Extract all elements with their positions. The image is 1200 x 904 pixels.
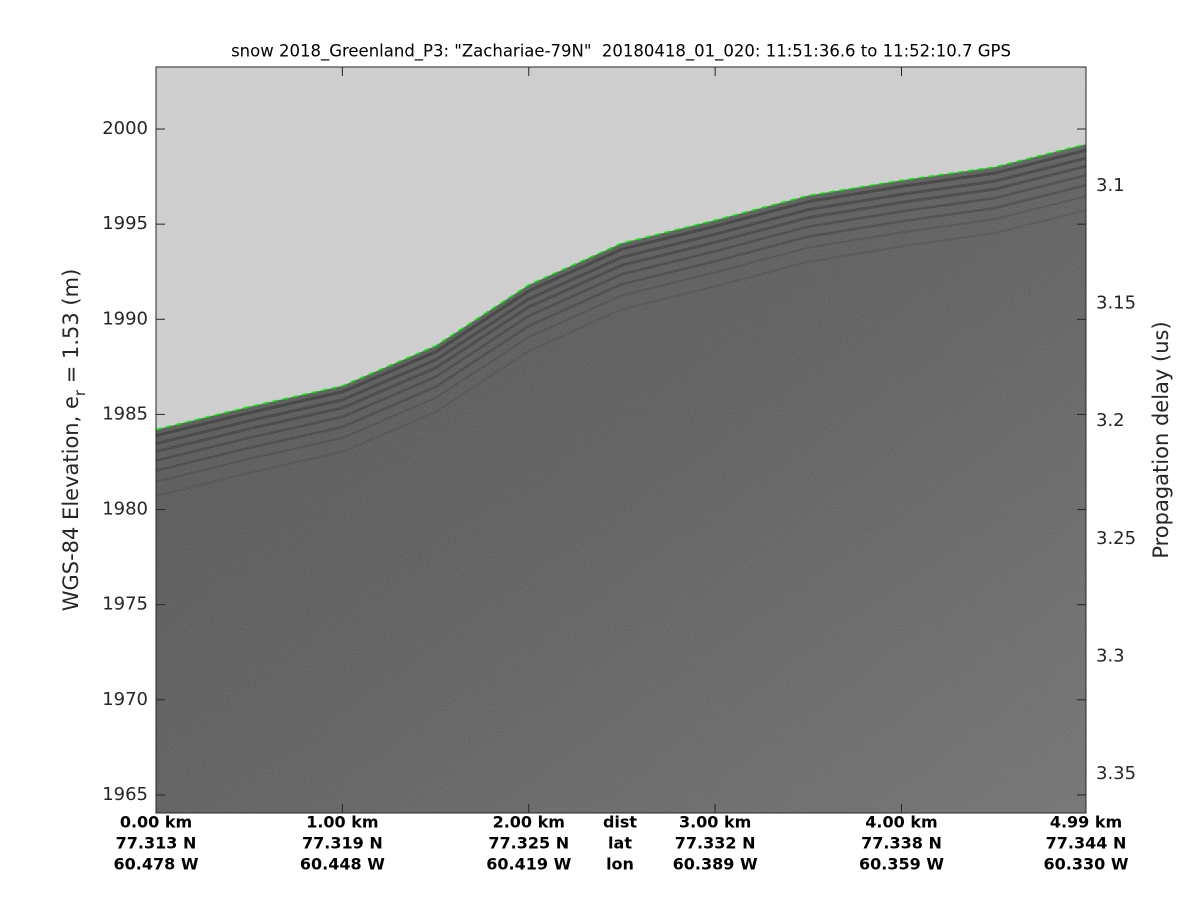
x-tick-label: 4.00 km [865,813,937,832]
y-tick-label: 1985 [102,403,148,424]
lon-label: 60.389 W [673,855,758,874]
y-axis-label: WGS-84 Elevation, er = 1.53 (m) [59,269,89,612]
lat-label: 77.332 N [675,834,756,853]
chart-title: snow 2018_Greenland_P3: "Zachariae-79N" … [231,42,1011,62]
y2-tick-label: 3.25 [1096,528,1136,549]
y2-tick-label: 3.2 [1096,410,1125,431]
y-label-text: WGS-84 Elevation, e [59,396,83,611]
y-tick-label: 1995 [102,213,148,234]
surface-line [156,143,1086,431]
lat-label: 77.319 N [302,834,383,853]
y-label-subscript: r [71,389,89,396]
x-tick-label: 2.00 km [493,813,565,832]
lon-label: 60.330 W [1044,855,1129,874]
y2-tick-label: 3.1 [1096,175,1125,196]
y2-tick-label: 3.15 [1096,293,1136,314]
y2-axis-label: Propagation delay (us) [1149,321,1173,558]
plot-frame [155,66,1087,814]
y-tick-label: 1980 [102,499,148,520]
y-tick-label: 1975 [102,594,148,615]
x-tick-label: 1.00 km [306,813,378,832]
lon-label: 60.359 W [859,855,944,874]
y-tick-label: 1965 [102,784,148,805]
y2-tick-label: 3.3 [1096,645,1125,666]
x-tick-label: 0.00 km [120,813,192,832]
lat-label: 77.313 N [116,834,197,853]
lat-label: 77.338 N [861,834,942,853]
x-tick-label: 3.00 km [679,813,751,832]
y-tick-label: 2000 [102,118,148,139]
y-tick-label: 1970 [102,689,148,710]
y-tick-label: 1990 [102,308,148,329]
lat-label: 77.344 N [1046,834,1127,853]
y2-tick-label: 3.35 [1096,763,1136,784]
echogram [156,67,1086,813]
y-label-rest: = 1.53 (m) [59,269,83,390]
x-row-label: dist [603,813,637,832]
lon-label: 60.478 W [114,855,199,874]
lat-label: 77.325 N [488,834,569,853]
x-tick-label: 4.99 km [1050,813,1122,832]
x-row-label: lon [606,855,634,874]
x-row-label: lat [608,834,632,853]
speckle [156,67,1086,813]
lon-label: 60.419 W [486,855,571,874]
lon-label: 60.448 W [300,855,385,874]
